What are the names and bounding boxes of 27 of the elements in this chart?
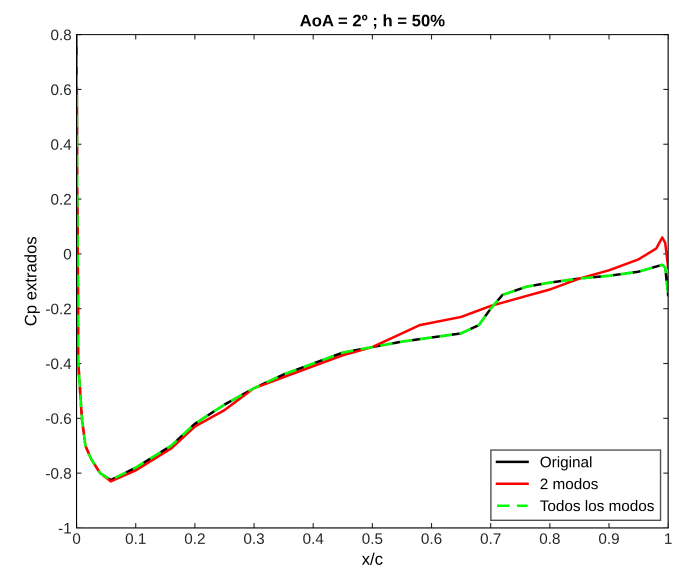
y-tick-label: -0.6 xyxy=(46,413,72,424)
y-tick-label: -0.4 xyxy=(46,358,72,370)
y-tick-label: -1 xyxy=(58,522,71,534)
y-tick-label: 0.2 xyxy=(51,194,71,205)
x-tick-label: 0 xyxy=(72,533,80,544)
legend-label: Todos los modos xyxy=(540,500,654,512)
legend-label: Original xyxy=(540,456,592,470)
y-tick-label: 0 xyxy=(64,248,72,260)
y-tick-label: 0.8 xyxy=(51,29,72,40)
x-tick-label: 0.4 xyxy=(303,533,324,544)
chart-title: AoA = 2º ; h = 50% xyxy=(300,14,445,29)
x-tick-label: 0.3 xyxy=(244,533,264,544)
x-axis-title: x/c xyxy=(362,552,383,565)
y-tick-label: -0.2 xyxy=(46,304,71,314)
legend-label: 2 modos xyxy=(540,478,598,490)
y-tick-label: 0.6 xyxy=(51,84,72,96)
x-tick-label: 1 xyxy=(665,533,672,544)
x-tick-label: 0.9 xyxy=(598,533,619,544)
x-tick-label: 0.5 xyxy=(362,533,382,544)
x-tick-label: 0.7 xyxy=(480,533,501,544)
x-tick-label: 0.8 xyxy=(540,533,560,544)
x-tick-label: 0.1 xyxy=(126,533,146,544)
x-tick-label: 0.6 xyxy=(422,533,442,544)
y-axis-title: Cp extrados xyxy=(24,236,40,326)
x-tick-label: 0.2 xyxy=(184,533,205,544)
y-tick-label: -0.8 xyxy=(46,468,72,479)
y-tick-label: 0.4 xyxy=(51,139,72,150)
